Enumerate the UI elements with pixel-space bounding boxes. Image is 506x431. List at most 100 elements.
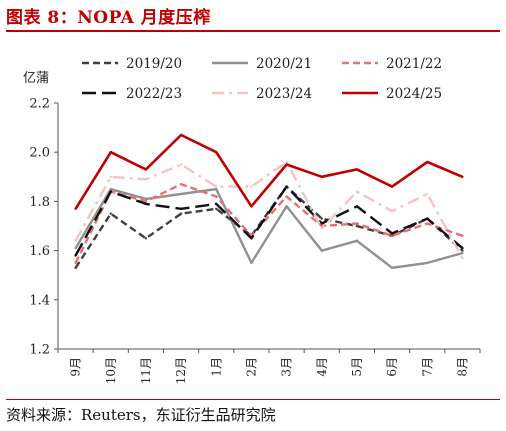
series-line-2020-21 [74,187,463,270]
data-point [215,151,218,154]
legend-label: 2022/23 [126,86,182,102]
data-point [250,205,253,208]
x-tick-label: 11月 [139,357,153,384]
data-point [250,237,253,240]
data-point [144,237,148,240]
legend-item: 2023/24 [212,86,312,102]
data-point [250,261,253,265]
data-point [461,234,464,238]
data-point [355,222,359,225]
data-point [390,234,394,238]
legend-item: 2022/23 [82,86,182,102]
data-point [74,239,77,242]
data-point [320,222,323,225]
series-line-2023-24 [74,160,464,259]
y-tick-label: 2.0 [29,146,50,161]
legend-label: 2023/24 [256,86,312,102]
data-point [285,195,288,198]
data-point [285,163,288,166]
data-point [320,217,323,220]
data-point [74,254,77,257]
data-point [144,202,148,206]
data-point [144,178,148,181]
x-tick-label: 9月 [69,357,83,377]
data-point [426,222,429,225]
x-tick-label: 4月 [315,357,329,377]
data-point [426,217,429,220]
data-point [355,205,359,208]
data-point [74,246,77,250]
data-point [320,227,323,230]
data-point [144,168,148,171]
data-point [179,192,183,196]
series-line-2021-22 [74,182,463,264]
x-tick-label: 2月 [244,357,258,377]
data-point [74,266,77,270]
source-divider [6,399,500,400]
data-point [355,168,359,171]
data-point [390,232,394,235]
data-point [461,249,464,252]
data-point [215,207,218,210]
data-point [461,251,464,255]
data-point [390,185,394,188]
data-point [215,195,218,198]
data-point [179,207,183,210]
x-tick-label: 5月 [350,357,364,377]
source-note: 资料来源：Reuters，东证衍生品研究院 [6,406,276,424]
data-point [179,212,183,215]
chart-title: 图表 8：NOPA 月度压榨 [6,8,211,28]
data-point [179,182,183,186]
y-tick-label: 1.2 [29,343,50,358]
x-tick-label: 8月 [455,357,469,377]
legend-label: 2021/22 [386,56,442,72]
data-point [285,205,288,208]
title-divider [6,30,500,32]
data-point [179,163,183,166]
y-tick-label: 1.6 [29,244,50,259]
series-line-2019-20 [74,185,464,269]
data-point [426,261,429,265]
line-chart: 2019/20 2020/21 2021/22 2022/23 2023/24 2024/… [23,56,481,384]
data-point [355,224,359,228]
data-point [461,175,464,178]
x-tick-label: 3月 [280,357,294,377]
x-tick-label: 1月 [209,357,223,377]
y-tick-label: 2.2 [29,97,50,112]
legend: 2019/20 2020/21 2021/22 2022/23 2023/24 2024/… [82,56,442,102]
axes: 1.2 1.4 1.6 1.8 2.0 2.2 9月 10月 11月 12月 1月 2月 3月 4月 5月 6… [29,97,481,384]
data-point [250,185,253,188]
legend-item: 2021/22 [342,56,442,72]
data-point [144,197,148,201]
legend-item: 2020/21 [212,56,312,72]
data-point [355,239,359,242]
data-point [144,200,148,203]
data-point [74,207,77,210]
y-tick-label: 1.8 [29,195,50,210]
data-point [285,185,288,188]
data-point [461,246,464,250]
data-point [355,190,359,193]
data-point [179,133,183,137]
legend-item: 2024/25 [342,86,442,102]
y-tick-label: 1.4 [29,293,50,308]
x-tick-label: 12月 [174,357,188,384]
legend-item: 2019/20 [82,56,182,72]
series-line-2022-23 [74,185,464,257]
series-line-2024-25 [74,133,463,210]
data-point [390,210,394,213]
data-point [390,266,394,270]
data-point [285,160,288,164]
data-point [215,202,218,206]
data-point [109,190,112,193]
data-point [74,261,77,265]
data-point [215,185,218,188]
data-point [320,249,323,252]
data-point [426,160,429,164]
x-tick-label: 10月 [104,357,118,384]
data-point [109,187,112,191]
data-point [426,192,429,196]
legend-label: 2019/20 [126,56,182,72]
data-point [461,256,464,260]
data-point [109,151,112,154]
